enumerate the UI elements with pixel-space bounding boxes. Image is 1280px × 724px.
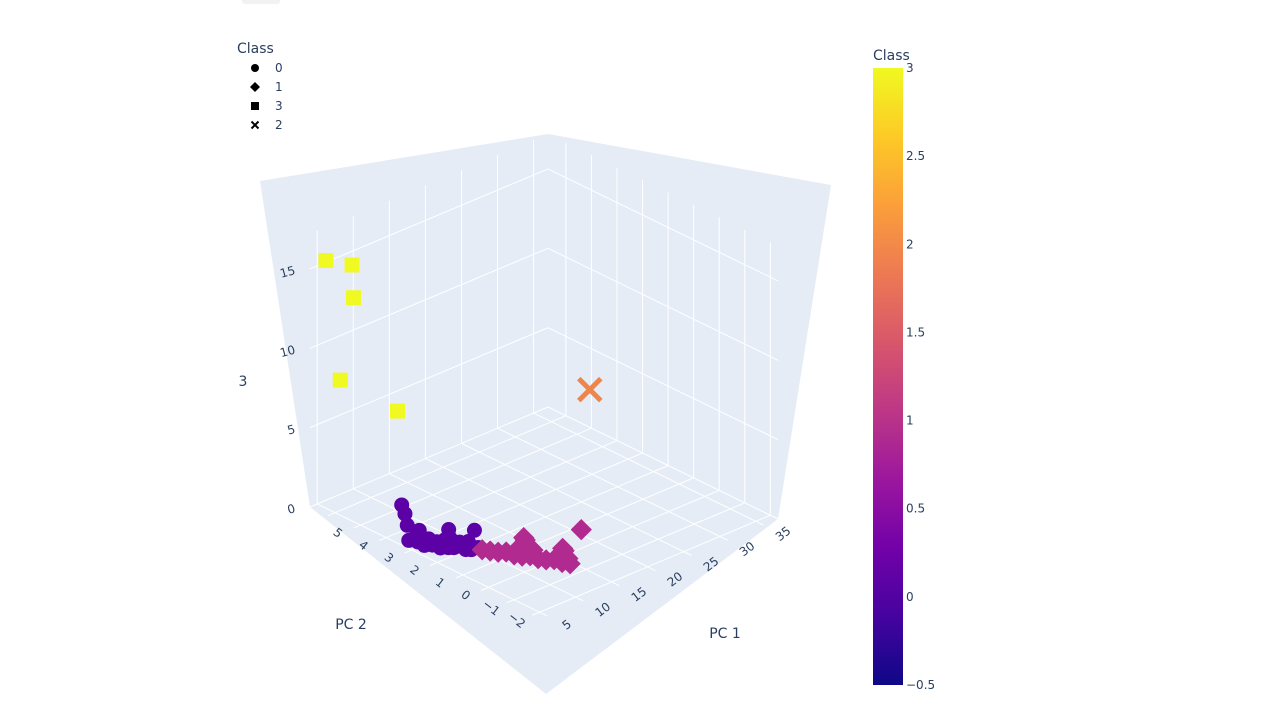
colorbar-tick-label: 3 <box>906 61 914 75</box>
point-class-0 <box>394 497 410 513</box>
legend-marker-2 <box>250 120 260 130</box>
legend-marker-3 <box>251 102 259 110</box>
grid-line-y <box>532 514 771 616</box>
grid-line-y <box>506 502 745 604</box>
grid-line-x <box>389 473 620 587</box>
grid-line-z <box>309 406 549 508</box>
point-class-0 <box>399 517 415 533</box>
legend-label: 3 <box>275 99 283 113</box>
point-class-1 <box>570 519 592 541</box>
point-class-3 <box>344 257 360 273</box>
grid-line-z <box>547 247 779 361</box>
y-axis-title: PC 2 <box>335 617 367 633</box>
grid-line-z <box>547 168 779 282</box>
point-class-3 <box>332 372 348 388</box>
grid-line-x <box>533 412 764 526</box>
z-tick-label: 5 <box>286 422 297 438</box>
point-class-1 <box>513 526 535 549</box>
grid-line-z <box>547 327 779 441</box>
colorbar-gradient <box>873 68 903 685</box>
point-class-0 <box>411 522 427 538</box>
legend-marker-0 <box>251 64 259 72</box>
point-class-0 <box>441 521 457 537</box>
legend-title: Class <box>237 41 274 57</box>
point-class-3 <box>318 253 334 269</box>
point-class-3 <box>346 290 362 306</box>
legend-label: 2 <box>275 118 283 132</box>
grid-line-z <box>547 406 779 520</box>
axis-titles: PC 1 PC 2 3 <box>239 374 741 642</box>
colorbar-tick-label: 0.5 <box>906 502 925 516</box>
grid-line-z <box>309 247 549 349</box>
z-axis-title: 3 <box>239 374 248 390</box>
colorbar-tick-label: 1 <box>906 414 914 428</box>
x-axis-title: PC 1 <box>709 626 741 642</box>
colorbar-tick-label: 1.5 <box>906 325 925 339</box>
modebar-stub <box>242 0 280 4</box>
colorbar-tick-label: 2 <box>906 237 914 251</box>
colorbar-title: Class <box>873 48 910 64</box>
z-tick-label: 10 <box>278 343 296 360</box>
grid-line-x <box>425 458 656 571</box>
point-class-0 <box>466 522 482 538</box>
grid-line-y <box>327 415 567 517</box>
colorbar-tick-label: 2.5 <box>906 149 925 163</box>
legend-label: 1 <box>275 80 283 94</box>
wall-back-right <box>548 134 831 519</box>
z-tick-label: 15 <box>278 263 296 280</box>
grid-lines <box>309 140 779 617</box>
grid-line-y <box>353 427 592 529</box>
legend-label: 0 <box>275 61 283 75</box>
z-tick-label: 0 <box>286 501 297 517</box>
grid-line-x <box>461 442 692 556</box>
colorbar-tick-label: −0.5 <box>906 678 935 692</box>
legend-items: 0 1 3 2 <box>250 61 283 132</box>
x-tick-label: 35 <box>773 524 794 544</box>
legend-marker-1 <box>250 82 260 92</box>
grid-line-x <box>497 427 728 541</box>
colorbar: Class 3 2.5 2 1.5 1 0.5 0 −0.5 <box>873 48 935 692</box>
wall-back-left <box>260 134 548 507</box>
legend: Class 0 1 3 2 <box>237 41 283 132</box>
grid-line-z <box>309 168 549 270</box>
data-points <box>318 253 603 575</box>
grid-line-z <box>309 327 549 429</box>
point-class-3 <box>390 403 406 419</box>
colorbar-tick-label: 0 <box>906 590 914 604</box>
floor-plane <box>310 407 778 694</box>
colorbar-ticks: 3 2.5 2 1.5 1 0.5 0 −0.5 <box>906 61 935 692</box>
point-class-1 <box>552 537 574 559</box>
grid-line-x <box>316 503 548 617</box>
point-class-2 <box>577 376 603 403</box>
grid-line-y <box>481 489 720 591</box>
